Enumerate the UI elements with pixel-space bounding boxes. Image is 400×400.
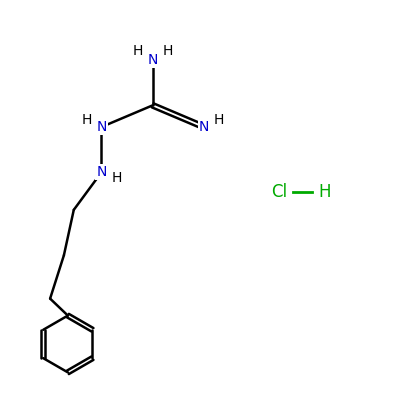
Text: N: N xyxy=(199,120,209,134)
Text: N: N xyxy=(148,53,158,67)
Text: N: N xyxy=(96,120,106,134)
Text: H: H xyxy=(318,183,330,201)
Text: H: H xyxy=(162,44,173,58)
Text: H: H xyxy=(214,113,224,127)
Text: H: H xyxy=(132,44,143,58)
Text: H: H xyxy=(81,113,92,127)
Text: H: H xyxy=(111,171,122,185)
Text: N: N xyxy=(96,165,106,179)
Text: Cl: Cl xyxy=(271,183,287,201)
